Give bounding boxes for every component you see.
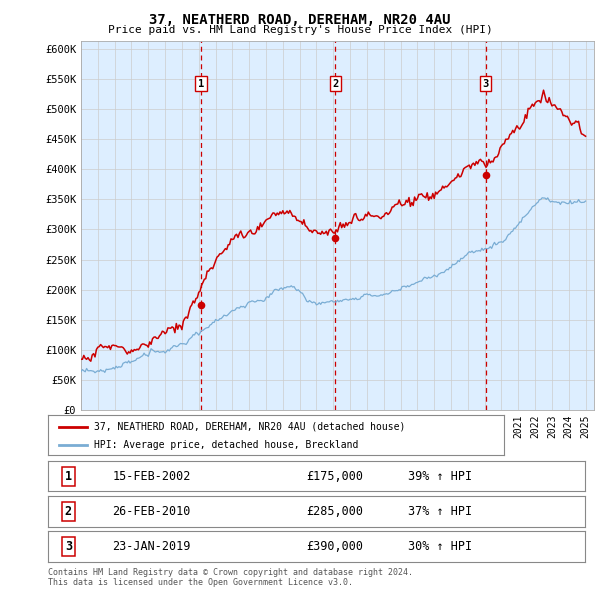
Text: 15-FEB-2002: 15-FEB-2002	[112, 470, 191, 483]
Text: 37% ↑ HPI: 37% ↑ HPI	[408, 505, 472, 518]
Text: 30% ↑ HPI: 30% ↑ HPI	[408, 540, 472, 553]
Text: 23-JAN-2019: 23-JAN-2019	[112, 540, 191, 553]
Text: 37, NEATHERD ROAD, DEREHAM, NR20 4AU: 37, NEATHERD ROAD, DEREHAM, NR20 4AU	[149, 13, 451, 27]
Text: 3: 3	[65, 540, 72, 553]
Text: 26-FEB-2010: 26-FEB-2010	[112, 505, 191, 518]
Text: HPI: Average price, detached house, Breckland: HPI: Average price, detached house, Brec…	[94, 441, 358, 450]
Text: 39% ↑ HPI: 39% ↑ HPI	[408, 470, 472, 483]
Text: 1: 1	[198, 78, 204, 88]
Text: £175,000: £175,000	[306, 470, 363, 483]
Text: 3: 3	[482, 78, 489, 88]
Text: Contains HM Land Registry data © Crown copyright and database right 2024.
This d: Contains HM Land Registry data © Crown c…	[48, 568, 413, 587]
Text: 2: 2	[332, 78, 338, 88]
Text: £390,000: £390,000	[306, 540, 363, 553]
Text: 37, NEATHERD ROAD, DEREHAM, NR20 4AU (detached house): 37, NEATHERD ROAD, DEREHAM, NR20 4AU (de…	[94, 422, 405, 432]
Text: 1: 1	[65, 470, 72, 483]
Text: £285,000: £285,000	[306, 505, 363, 518]
Text: 2: 2	[65, 505, 72, 518]
Text: Price paid vs. HM Land Registry's House Price Index (HPI): Price paid vs. HM Land Registry's House …	[107, 25, 493, 35]
